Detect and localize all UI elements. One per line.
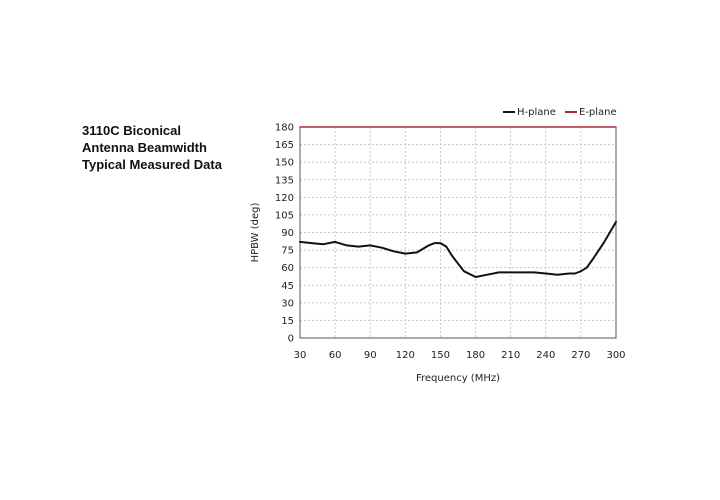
x-tick-label: 210 (501, 350, 520, 361)
legend-label-e-plane: E-plane (579, 107, 617, 118)
y-axis-label: HPBW (deg) (250, 203, 261, 263)
y-tick-label: 0 (288, 334, 294, 345)
y-tick-label: 120 (275, 193, 294, 204)
x-tick-label: 240 (536, 350, 555, 361)
x-tick-label: 90 (364, 350, 377, 361)
x-tick-label: 180 (466, 350, 485, 361)
series-line-h-plane (299, 220, 617, 278)
y-tick-label: 105 (275, 210, 294, 221)
x-axis-label: Frequency (MHz) (416, 373, 500, 384)
y-tick-label: 180 (275, 123, 294, 134)
side-title-line-3: Typical Measured Data (82, 157, 222, 172)
y-tick-label: 150 (275, 158, 294, 169)
x-tick-label: 300 (606, 350, 625, 361)
x-tick-label: 120 (396, 350, 415, 361)
y-tick-label: 165 (275, 140, 294, 151)
y-tick-label: 30 (281, 298, 294, 309)
side-title: 3110C Biconical Antenna Beamwidth Typica… (82, 122, 252, 173)
y-tick-label: 15 (281, 316, 294, 327)
y-tick-label: 60 (281, 263, 294, 274)
x-tick-label: 150 (431, 350, 450, 361)
y-tick-label: 135 (275, 175, 294, 186)
y-tick-label: 90 (281, 228, 294, 239)
side-title-line-1: 3110C Biconical (82, 123, 181, 138)
x-tick-label: 30 (294, 350, 307, 361)
side-title-line-2: Antenna Beamwidth (82, 140, 207, 155)
x-tick-label: 270 (571, 350, 590, 361)
legend-label-h-plane: H-plane (517, 107, 556, 118)
y-tick-label: 45 (281, 281, 294, 292)
x-tick-label: 60 (329, 350, 342, 361)
y-tick-label: 75 (281, 246, 294, 257)
